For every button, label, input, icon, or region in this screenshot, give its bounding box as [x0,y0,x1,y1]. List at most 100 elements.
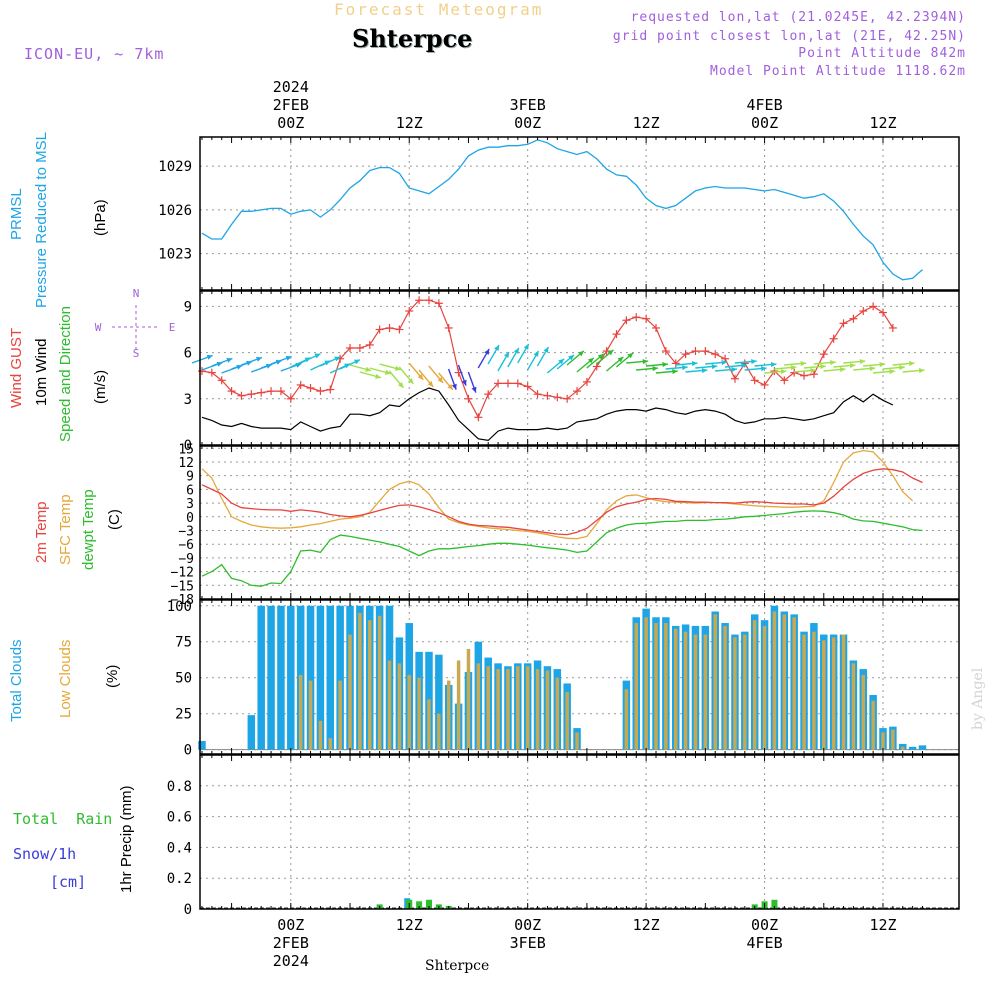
sfc-temp-line [201,449,914,540]
bottom-date-label: 2FEB [273,934,309,952]
wind-arrow [457,364,467,386]
wind-arrow [241,356,263,366]
low-cloud-bar [437,713,441,750]
dewpt-line [201,510,923,587]
precip-tick-label: 0.8 [167,779,192,795]
gust-marker [276,387,285,396]
low-cloud-bar [703,634,708,750]
model-altitude: Model Point Altitude 1118.62m [710,64,966,79]
cloud-tick-label: 25 [175,707,192,723]
panel-frame [199,445,960,600]
wind-arrow [715,366,738,373]
gust-marker [661,347,670,356]
low-cloud-bar [664,623,668,750]
total-cloud-bar [306,605,315,750]
point-altitude: Point Altitude 842m [798,46,966,61]
model-label: ICON-EU, ~ 7km [24,45,165,63]
wind-arrow [467,371,477,393]
wind-arrow [833,362,856,369]
low-cloud-bar [506,669,510,750]
wind-arrow [764,368,787,375]
cloud-tick-label: 50 [175,671,192,687]
precip-tick-label: 0.6 [167,810,192,826]
low-cloud-bar [891,729,895,750]
wind-arrow [319,356,341,367]
low-cloud-bar [298,674,303,750]
gust-marker [839,319,848,328]
gust-marker [701,347,710,356]
top-date-label: 3FEB [510,96,546,114]
wind-arrow [872,368,895,375]
wind-tick-label: 3 [184,392,192,408]
low-cloud-bar [486,666,490,750]
gust-marker [415,296,424,305]
wind-arrow [369,367,392,375]
low-cloud-bar [683,631,688,750]
temp-tick-label: −18 [171,593,194,608]
gust-marker [434,299,443,308]
low-cloud-bar [743,634,747,750]
top-hour-label: 12Z [869,114,896,132]
gust-marker [286,394,295,403]
low-cloud-bar [496,669,500,750]
gust-marker [217,376,226,385]
panel-frame [199,754,960,910]
total-cloud-bar [918,745,927,750]
wind-arrow [438,372,454,391]
top-year-label: 2024 [273,78,309,96]
low-cloud-bar [516,666,520,750]
top-hour-label: 12Z [633,114,660,132]
low-cloud-bar [861,674,866,750]
gust-marker [365,340,374,349]
requested-coords: requested lon,lat (21.0245E, 42.2394N) [630,10,966,25]
gust-marker [750,376,759,385]
gust-marker [375,325,384,334]
panel-frame [199,290,960,446]
wind-arrow [606,356,624,372]
low-cloud-bar [328,738,333,750]
gust-marker [829,334,838,343]
temp-tick-label: −6 [178,538,194,553]
temp-tick-label: 3 [186,497,194,512]
gust-marker [484,390,493,399]
pressure-line [201,139,923,281]
low-cloud-bar [634,623,639,750]
gust-marker [533,390,542,399]
wind-arrow [615,352,634,368]
gust-marker [513,379,522,388]
wind-arrow [526,350,540,371]
wind-arrow [556,354,575,370]
low-cloud-bar [792,617,796,750]
chart-title: Forecast Meteogram [334,0,544,19]
low-cloud-bar [368,620,372,750]
low-cloud-bar [575,732,579,750]
low-cloud-bar [456,660,461,750]
cloud-tick-label: 100 [167,599,192,615]
low-cloud-bar [407,674,411,750]
wind-arrow [655,368,678,375]
gust-marker [296,380,305,389]
compass-e: E [169,321,176,334]
wind-arrow [675,360,698,367]
bottom-date-label: 4FEB [747,934,783,952]
gust-marker [553,393,562,402]
wind-arrow [418,369,434,388]
low-cloud-bar [841,634,846,750]
low-cloud-bar [565,692,569,750]
gust-marker [642,314,651,323]
footer-station: Shterpce [425,958,490,974]
low-cloud-bar [772,611,777,750]
low-cloud-bar [555,677,560,750]
wind-arrow [211,357,233,367]
bottom-hour-label: 00Z [277,916,304,934]
wind-arrow [823,366,846,373]
total-cloud-bar [287,605,295,750]
wind-arrow [576,357,595,373]
low-cloud-bar [525,666,530,750]
wind-tick-label: 0 [184,438,192,454]
compass-s: S [133,347,140,360]
bottom-hour-label: 12Z [633,916,660,934]
pressure-tick-label: 1026 [158,203,192,219]
bottom-year-label: 2024 [273,952,309,970]
